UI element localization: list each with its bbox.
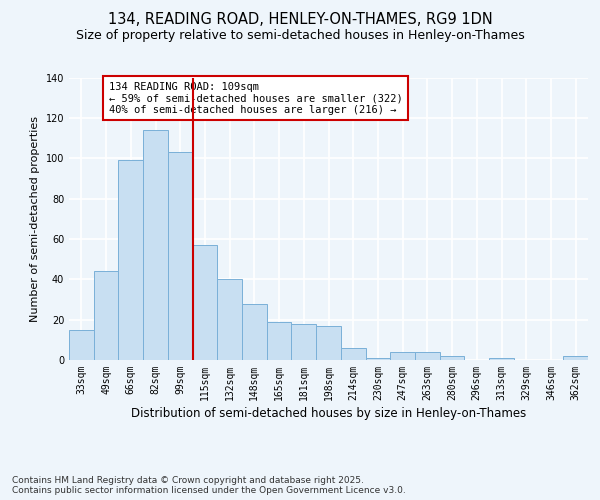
Bar <box>217 280 242 360</box>
Bar <box>563 356 588 360</box>
Bar <box>292 324 316 360</box>
Text: 134, READING ROAD, HENLEY-ON-THAMES, RG9 1DN: 134, READING ROAD, HENLEY-ON-THAMES, RG9… <box>107 12 493 28</box>
Bar <box>118 160 143 360</box>
Y-axis label: Number of semi-detached properties: Number of semi-detached properties <box>30 116 40 322</box>
Bar <box>415 352 440 360</box>
Text: Distribution of semi-detached houses by size in Henley-on-Thames: Distribution of semi-detached houses by … <box>131 408 526 420</box>
Bar <box>341 348 365 360</box>
Text: 134 READING ROAD: 109sqm
← 59% of semi-detached houses are smaller (322)
40% of : 134 READING ROAD: 109sqm ← 59% of semi-d… <box>109 82 402 114</box>
Bar <box>94 271 118 360</box>
Bar <box>365 358 390 360</box>
Bar <box>242 304 267 360</box>
Bar <box>143 130 168 360</box>
Text: Contains HM Land Registry data © Crown copyright and database right 2025.
Contai: Contains HM Land Registry data © Crown c… <box>12 476 406 495</box>
Text: Size of property relative to semi-detached houses in Henley-on-Thames: Size of property relative to semi-detach… <box>76 29 524 42</box>
Bar <box>267 322 292 360</box>
Bar <box>440 356 464 360</box>
Bar <box>489 358 514 360</box>
Bar <box>193 245 217 360</box>
Bar <box>316 326 341 360</box>
Bar <box>168 152 193 360</box>
Bar <box>69 330 94 360</box>
Bar <box>390 352 415 360</box>
